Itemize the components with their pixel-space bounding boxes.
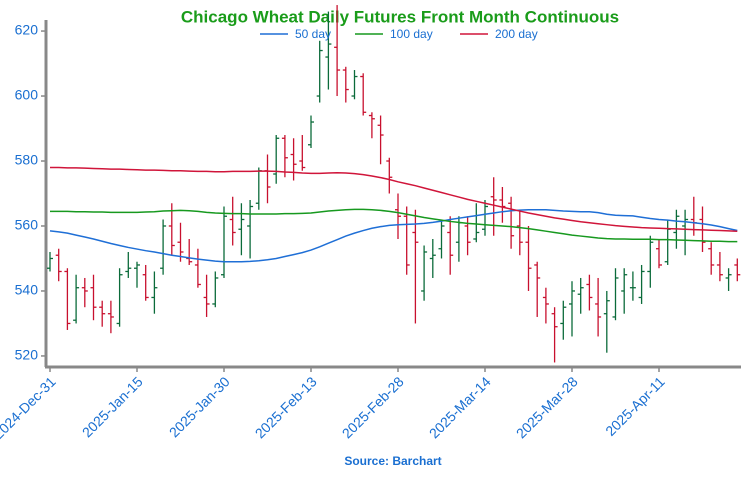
y-tick-label: 620	[15, 22, 39, 38]
chart-title: Chicago Wheat Daily Futures Front Month …	[181, 7, 619, 26]
legend-label: 50 day	[295, 27, 331, 41]
x-tick-label: 2025-Mar-28	[513, 373, 581, 441]
y-tick-label: 580	[15, 152, 39, 168]
legend-label: 100 day	[390, 27, 433, 41]
y-tick-label: 560	[15, 217, 39, 233]
ma-line	[49, 208, 738, 263]
x-tick-label: 2025-Feb-13	[252, 373, 320, 441]
ma-line	[50, 208, 738, 243]
x-tick-label: 2024-Dec-31	[0, 373, 59, 442]
y-tick-label: 520	[15, 347, 39, 363]
ma-line	[50, 166, 738, 232]
x-tick-label: 2025-Mar-14	[426, 373, 494, 441]
y-tick-label: 540	[15, 282, 39, 298]
legend-label: 200 day	[495, 27, 538, 41]
x-tick-label: 2025-Jan-30	[166, 373, 233, 440]
x-tick-label: 2025-Jan-15	[79, 373, 146, 440]
x-tick-label: 2025-Feb-28	[339, 373, 407, 441]
x-tick-label: 2025-Apr-11	[602, 373, 668, 439]
y-tick-label: 600	[15, 87, 39, 103]
source: Source: Barchart	[344, 454, 441, 468]
